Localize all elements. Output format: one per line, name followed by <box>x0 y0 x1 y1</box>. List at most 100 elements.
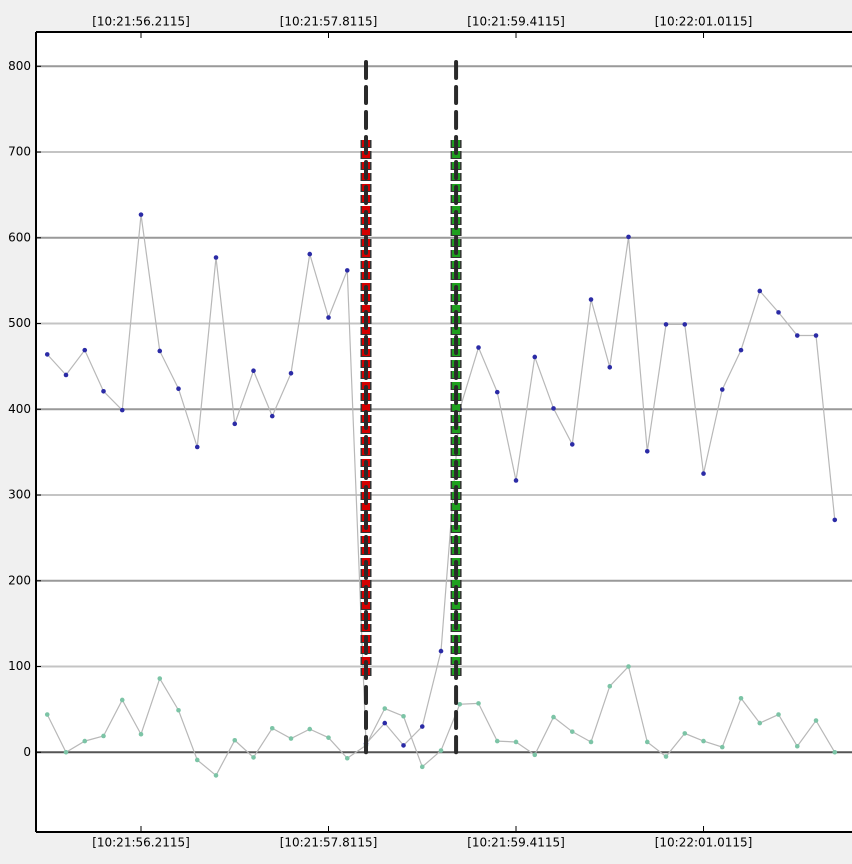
data-point <box>644 739 650 745</box>
data-point <box>701 738 706 744</box>
data-point <box>307 726 313 732</box>
data-point <box>101 388 106 394</box>
data-point <box>288 370 294 376</box>
data-point <box>682 322 688 327</box>
data-point <box>138 731 144 737</box>
data-point <box>588 297 594 302</box>
data-point <box>382 706 388 711</box>
data-point <box>794 333 800 338</box>
data-point <box>682 731 688 736</box>
x-tick-label-top: [10:22:01.0115] <box>655 15 753 29</box>
data-point <box>44 352 50 357</box>
data-point <box>213 773 219 778</box>
y-tick-label: 100 <box>8 659 31 673</box>
x-tick-label-bottom: [10:21:59.4115] <box>467 836 565 850</box>
data-point <box>269 413 275 419</box>
data-point <box>607 364 613 370</box>
data-point <box>513 478 519 483</box>
data-point <box>663 754 669 759</box>
data-point <box>119 407 125 413</box>
data-point <box>719 744 725 750</box>
data-point <box>794 743 800 749</box>
data-point <box>344 755 350 761</box>
data-point <box>551 714 556 720</box>
data-point <box>176 707 181 713</box>
x-tick-label-top: [10:21:57.8115] <box>280 15 378 29</box>
y-tick-label: 400 <box>8 402 31 416</box>
data-point <box>101 733 106 739</box>
data-point <box>551 406 556 411</box>
y-tick-label: 200 <box>8 573 31 587</box>
data-point <box>438 648 444 654</box>
data-point <box>344 268 350 273</box>
data-point <box>776 712 781 717</box>
data-point <box>82 738 88 744</box>
y-tick-label: 0 <box>23 745 31 759</box>
data-point <box>532 354 538 360</box>
x-tick-label-bottom: [10:21:56.2115] <box>92 836 190 850</box>
x-tick-label-top: [10:21:59.4115] <box>467 15 565 29</box>
data-point <box>813 333 819 338</box>
data-point <box>644 448 650 454</box>
data-point <box>63 749 69 755</box>
data-point <box>194 444 200 450</box>
data-point <box>382 720 388 726</box>
y-tick-label: 500 <box>8 316 31 330</box>
data-point <box>626 234 631 240</box>
data-point <box>532 752 538 758</box>
data-point <box>719 387 725 392</box>
data-point <box>401 743 406 748</box>
data-point <box>176 386 181 391</box>
x-tick-label-bottom: [10:21:57.8115] <box>280 836 378 850</box>
cursors <box>360 60 462 755</box>
data-point <box>63 372 69 378</box>
data-point <box>569 729 575 734</box>
data-point <box>326 735 331 740</box>
data-point <box>476 345 481 350</box>
x-tick-label-top: [10:21:56.2115] <box>92 15 190 29</box>
data-point <box>569 442 575 447</box>
data-point <box>494 389 500 395</box>
data-point <box>251 368 256 373</box>
data-point <box>44 712 50 717</box>
data-point <box>738 347 744 353</box>
data-point <box>513 739 519 745</box>
data-point <box>813 718 819 723</box>
data-point <box>401 713 406 719</box>
data-point <box>82 347 88 353</box>
y-tick-label: 800 <box>8 59 31 73</box>
data-point <box>701 471 706 476</box>
data-point <box>588 739 594 745</box>
plot <box>44 212 838 778</box>
data-point <box>457 701 463 707</box>
data-point <box>157 348 163 354</box>
data-point <box>757 720 763 726</box>
data-point <box>663 322 669 327</box>
data-point <box>119 697 125 703</box>
data-point <box>776 310 781 315</box>
data-point <box>832 517 838 523</box>
data-point <box>419 764 425 770</box>
data-point <box>288 736 294 741</box>
data-point <box>607 683 613 689</box>
data-point <box>757 288 763 294</box>
data-point <box>438 748 444 753</box>
y-tick-label: 600 <box>8 230 31 244</box>
data-point <box>307 251 313 257</box>
data-point <box>232 421 238 427</box>
y-tick-label: 300 <box>8 488 31 502</box>
y-tick-label: 700 <box>8 145 31 159</box>
grid <box>36 65 852 754</box>
axes: 0 100 200 300 400 500 600 700 800 [10:21:56.2115]… <box>8 15 852 850</box>
data-point <box>157 676 163 681</box>
data-point <box>494 738 500 744</box>
data-point <box>738 695 744 701</box>
data-point <box>138 212 144 217</box>
data-point <box>194 757 200 763</box>
data-point <box>213 255 219 260</box>
data-point <box>269 725 275 731</box>
data-point <box>476 701 481 706</box>
data-point <box>326 315 331 320</box>
